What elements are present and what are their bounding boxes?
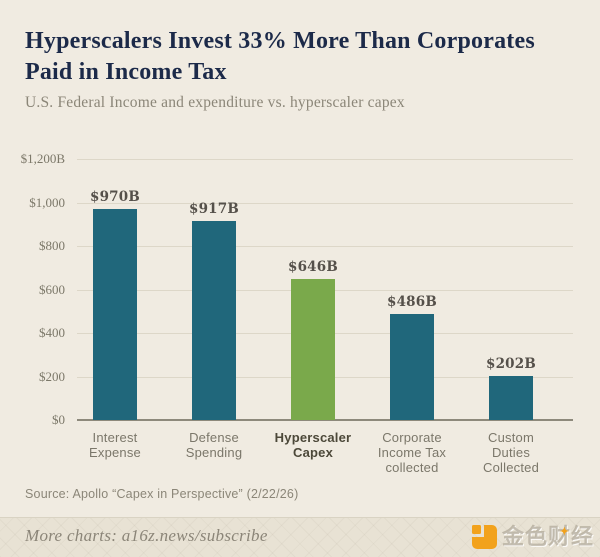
bar-value-label: $917B	[189, 200, 239, 217]
source-note: Source: Apollo “Capex in Perspective” (2…	[25, 487, 299, 501]
chart-title: Hyperscalers Invest 33% More Than Corpor…	[25, 28, 535, 85]
gridline	[77, 159, 573, 160]
y-tick-label: $800	[39, 238, 65, 253]
chart-subtitle: U.S. Federal Income and expenditure vs. …	[25, 94, 405, 111]
bar-value-label: $486B	[387, 294, 437, 311]
bar-custom-duties-collected	[489, 376, 533, 420]
y-tick-label: $400	[39, 325, 65, 340]
watermark-text: 金色财经 ✦	[502, 523, 594, 550]
x-tick-label: Interest Expense	[89, 430, 141, 460]
jinse-logo-icon	[471, 525, 497, 549]
y-tick-label: $600	[39, 281, 65, 297]
x-tick-label: Hyperscaler Capex	[274, 430, 352, 460]
x-tick-label: Corporate Income Tax collected	[377, 430, 447, 475]
bar-value-label: $646B	[288, 259, 338, 276]
gridline	[77, 202, 573, 204]
y-tick-label: $0	[52, 412, 65, 427]
more-charts-link: More charts: a16z.news/subscribe	[25, 526, 268, 545]
bar-value-label: $970B	[90, 189, 140, 206]
footer-band: More charts: a16z.news/subscribe 金色财经 ✦	[0, 517, 600, 557]
bar-hyperscaler-capex	[291, 279, 335, 420]
bar-value-label: $202B	[486, 356, 536, 373]
sparkle-icon: ✦	[559, 526, 570, 538]
x-tick-label: Custom Duties Collected	[483, 430, 539, 475]
bar-corporate-income-tax-collected	[390, 314, 434, 420]
x-axis-line	[77, 419, 573, 421]
bar-defense-spending	[192, 220, 236, 420]
watermark-brand: 金色财经 ✦	[471, 523, 594, 550]
watermark-characters: 金色财经	[501, 524, 594, 549]
y-tick-label: $1,200B	[20, 151, 65, 166]
y-tick-label: $200	[39, 368, 65, 384]
bar-interest-expense	[93, 209, 137, 420]
y-tick-label: $1,000	[29, 194, 65, 210]
x-tick-label: Defense Spending	[185, 430, 243, 460]
gridline	[77, 246, 573, 247]
